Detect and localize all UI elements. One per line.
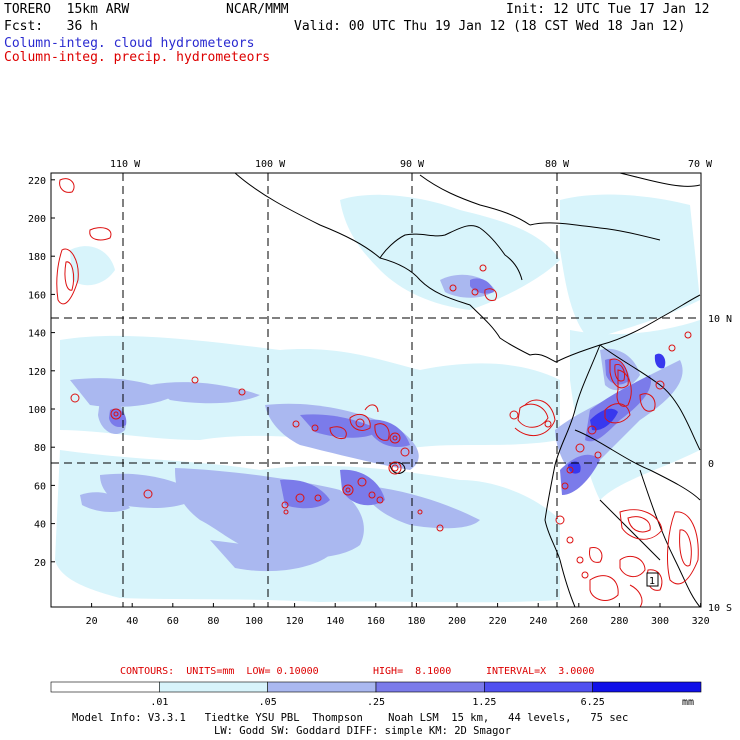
contour-label: 1 [649,576,655,587]
precip-contours [56,178,699,607]
colorbar-label: 6.25 [581,697,605,708]
y-tick-label: 220 [28,176,46,187]
y-tick-labels: 220 200 180 160 140 120 100 80 60 40 20 [28,176,46,569]
x-tick-label: 200 [448,616,466,627]
coastlines [234,172,701,608]
right-lat-labels: 10 N 0 10 S [708,314,732,614]
organization: NCAR/MMM [226,2,289,17]
lat-lon-grid [51,173,701,607]
y-tick-label: 100 [28,405,46,416]
colorbar-segment [159,681,268,693]
contour-interval: INTERVAL=X 3.0000 [486,666,595,677]
lon-label-110w: 110 W [110,159,141,170]
x-tick-label: 280 [610,616,628,627]
init-time: Init: 12 UTC Tue 17 Jan 12 [506,2,710,17]
x-tick-label: 160 [367,616,385,627]
colorbar-label: 1.25 [472,697,496,708]
lat-label-10n: 10 N [708,314,732,325]
y-tick-label: 120 [28,367,46,378]
field-label-precip: Column-integ. precip. hydrometeors [4,50,271,65]
contour-info: CONTOURS: UNITS=mm LOW= 0.10000 [120,666,319,677]
x-tick-label: 180 [407,616,425,627]
colorbar-label: .25 [367,697,385,708]
colorbar: .01 .05 .25 1.25 6.25 mm [50,681,702,708]
x-tick-label: 260 [570,616,588,627]
y-tick-label: 60 [34,481,46,492]
axis-ticks [51,179,702,607]
model-physics: LW: Godd SW: Goddard DIFF: simple KM: 2D… [214,725,512,737]
y-tick-label: 140 [28,329,46,340]
colorbar-label: .01 [150,697,168,708]
y-tick-label: 160 [28,290,46,301]
x-tick-labels: 20 40 60 80 100 120 140 160 180 200 220 240 260 280 30… [86,616,710,627]
lon-label-90w: 90 W [400,159,425,170]
cloud-shading [55,194,700,603]
field-label-cloud: Column-integ. cloud hydrometeors [4,36,255,51]
x-tick-label: 240 [529,616,547,627]
y-tick-label: 180 [28,252,46,263]
valid-time: Valid: 00 UTC Thu 19 Jan 12 (18 CST Wed … [294,19,686,34]
y-tick-label: 20 [34,558,46,569]
x-tick-label: 140 [326,616,344,627]
lat-label-0: 0 [708,459,714,470]
colorbar-segment [50,681,160,693]
x-tick-label: 100 [245,616,263,627]
x-tick-label: 80 [207,616,219,627]
colorbar-segment [267,681,377,693]
colorbar-unit: mm [682,697,694,708]
lon-label-100w: 100 W [255,159,286,170]
y-tick-label: 200 [28,214,46,225]
top-lon-labels: 110 W 100 W 90 W 80 W 70 W [110,159,713,170]
x-tick-label: 20 [86,616,98,627]
lon-label-80w: 80 W [545,159,570,170]
colorbar-segment [375,681,485,693]
x-tick-label: 40 [126,616,138,627]
lon-label-70w: 70 W [688,159,713,170]
x-tick-label: 220 [489,616,507,627]
forecast-hour: Fcst: 36 h [4,19,98,34]
y-tick-label: 40 [34,520,46,531]
colorbar-segment [592,681,702,693]
x-tick-label: 300 [651,616,669,627]
model-title: TORERO 15km ARW [4,2,130,17]
contour-label-box [646,572,659,587]
x-tick-label: 120 [286,616,304,627]
x-tick-label: 60 [167,616,179,627]
contour-high: HIGH= 8.1000 [373,666,452,677]
lat-label-10s: 10 S [708,603,732,614]
x-tick-label: 320 [692,616,710,627]
colorbar-segment [484,681,593,693]
model-info: Model Info: V3.3.1 Tiedtke YSU PBL Thomp… [72,712,629,724]
y-tick-label: 80 [34,443,46,454]
colorbar-label: .05 [259,697,277,708]
